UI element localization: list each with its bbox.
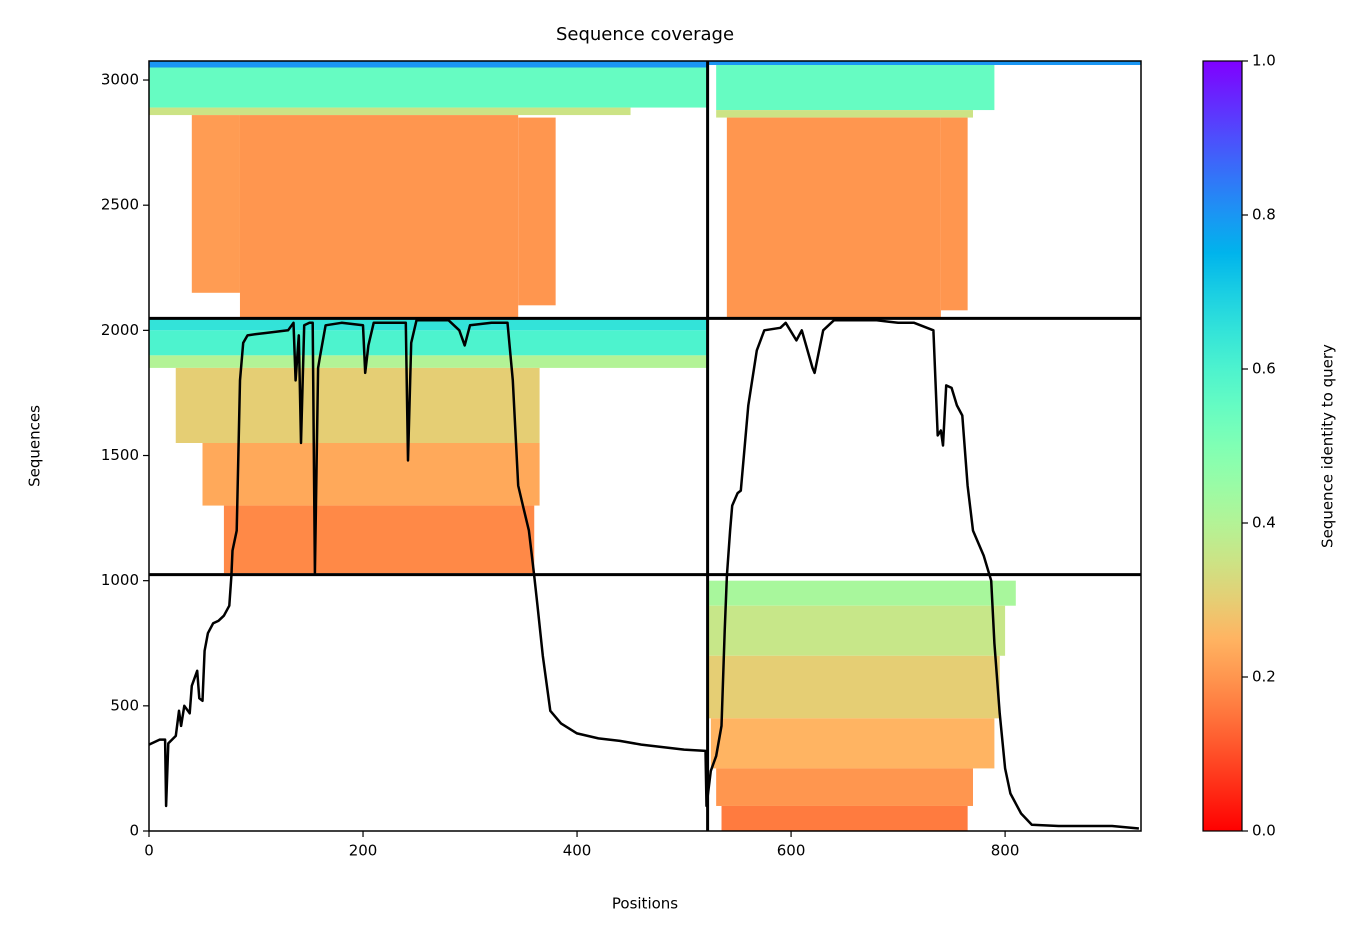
coverage-block [716,65,995,111]
coverage-block [149,330,708,356]
y-tick-label: 1000 [101,571,139,589]
colorbar-tick-label: 0.2 [1252,668,1276,686]
coverage-block [239,115,519,318]
plot-frame [148,60,1142,832]
colorbar-tick-label: 1.0 [1252,52,1276,70]
coverage-block [940,117,968,311]
y-tick-label: 1500 [101,446,139,464]
coverage-block [518,117,556,306]
colorbar-label: Sequence identity to query [1319,344,1337,548]
x-tick-label: 0 [144,842,154,860]
x-tick-label: 800 [991,842,1020,860]
y-tick-label: 2500 [101,196,139,214]
coverage-block [716,110,973,118]
y-tick-label: 0 [129,822,139,840]
coverage-block [149,67,708,108]
y-tick-label: 500 [110,696,139,714]
x-tick-label: 400 [563,842,592,860]
coverage-line [148,319,1140,830]
coverage-block [716,768,973,806]
y-axis-label: Sequences [26,405,44,487]
coverage-block [707,61,1141,66]
coverage-block [707,605,1006,656]
colorbar-tick-label: 0.6 [1252,360,1276,378]
coverage-block [149,355,708,368]
coverage-block [149,318,708,331]
chart-title: Sequence coverage [556,24,734,45]
y-tick-label: 2000 [101,321,139,339]
coverage-block [202,442,540,506]
coverage-block [721,805,968,831]
coverage-block [191,115,240,293]
x-tick-label: 200 [349,842,378,860]
colorbar-tick-label: 0.0 [1252,822,1276,840]
coverage-block [175,367,540,443]
colorbar-tick-label: 0.4 [1252,514,1276,532]
x-tick-label: 600 [777,842,806,860]
coverage-block [707,655,1000,719]
coverage-block [726,117,941,318]
coverage-block [710,718,995,769]
coverage-block [223,505,535,574]
coverage-block [149,107,631,116]
coverage-block [707,580,1016,606]
colorbar [1202,60,1243,832]
colorbar-tick-label: 0.8 [1252,206,1276,224]
coverage-block [149,61,708,68]
y-tick-label: 3000 [101,71,139,89]
x-axis-label: Positions [612,895,678,913]
